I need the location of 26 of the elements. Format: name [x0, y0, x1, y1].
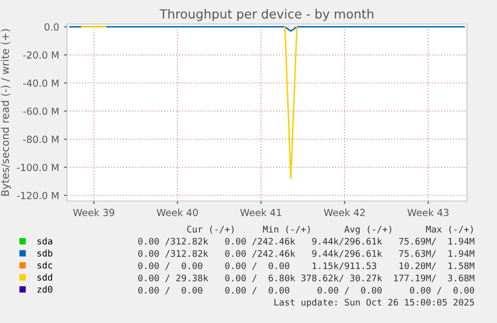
text: 0.00 / 0.00 0.00 / 0.00 0.00 / 0.00 0.00 / 0.00 — [138, 286, 474, 294]
y-tick-label: -40.0 M — [23, 79, 58, 87]
legend-label: sdb — [38, 250, 52, 257]
y-tick-label: -60.0 M — [23, 108, 58, 115]
y-tick-label: -100.0 M — [17, 164, 58, 172]
text: 0.00 /312.82k 0.00 /242.46k 9.44k/296.61k 75.69M/ 1.94M — [138, 238, 474, 246]
x-tick-label: Week 42 — [324, 208, 365, 216]
y-tick-label: -80.0 M — [23, 136, 58, 144]
x-tick-label: Week 39 — [73, 208, 114, 216]
legend-label: sdd — [38, 274, 52, 281]
y-tick-label: 0.0 — [44, 23, 59, 31]
legend-label: sdc — [38, 262, 52, 269]
x-tick-label: Week 43 — [407, 208, 448, 216]
legend-label: zd0 — [37, 286, 52, 293]
chart-title: Throughput per device - by month — [160, 8, 374, 22]
legend-label: sda — [38, 238, 52, 245]
text: Cur (-/+) Min (-/+) Avg (-/+) Max (-/+) — [187, 226, 473, 234]
text: Last update: Sun Oct 26 15:00:05 2025 — [274, 298, 474, 308]
text: 0.00 / 29.38k 0.00 / 6.80k 378.62k/ 30.27k 177.19M/ 3.68M — [138, 274, 474, 282]
x-tick-label: Week 40 — [156, 208, 198, 216]
y-tick-label: -20.0 M — [23, 51, 58, 59]
y-axis-title: Bytes/second read (-) / write (+) — [0, 29, 11, 196]
text: 0.00 / 0.00 0.00 / 0.00 1.15k/911.53 10.20M/ 1.58M — [138, 262, 474, 270]
y-tick-label: -120.0 M — [17, 192, 58, 200]
x-tick-label: Week 41 — [240, 208, 282, 216]
text: 0.00 /312.82k 0.00 /242.46k 9.44k/296.61k 75.63M/ 1.94M — [138, 250, 474, 258]
